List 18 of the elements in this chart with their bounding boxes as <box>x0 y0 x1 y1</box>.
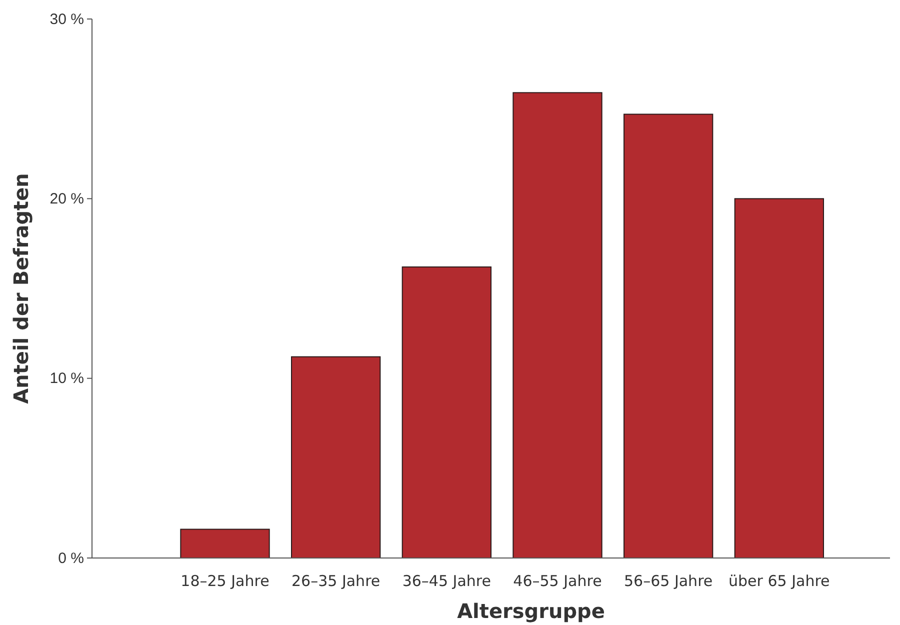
y-axis-title: Anteil der Befragten <box>9 173 33 404</box>
y-tick-label: 20 % <box>50 190 84 208</box>
bar <box>512 92 602 558</box>
x-tick-label: 56–65 Jahre <box>624 572 713 590</box>
x-tick-label: 46–55 Jahre <box>513 572 602 590</box>
bar <box>180 528 270 558</box>
x-tick-label: 36–45 Jahre <box>402 572 491 590</box>
x-tick-label: 18–25 Jahre <box>180 572 270 590</box>
y-tick-label: 10 % <box>50 370 84 388</box>
bar <box>734 198 824 558</box>
bar <box>624 114 714 558</box>
bar <box>402 266 492 558</box>
x-tick-label: 26–35 Jahre <box>292 572 380 590</box>
y-tick-label: 0 % <box>58 550 84 567</box>
bar <box>291 356 381 558</box>
x-axis-title: Altersgruppe <box>457 599 605 623</box>
x-tick-label: über 65 Jahre <box>728 572 830 590</box>
y-tick-label: 30 % <box>50 10 84 28</box>
